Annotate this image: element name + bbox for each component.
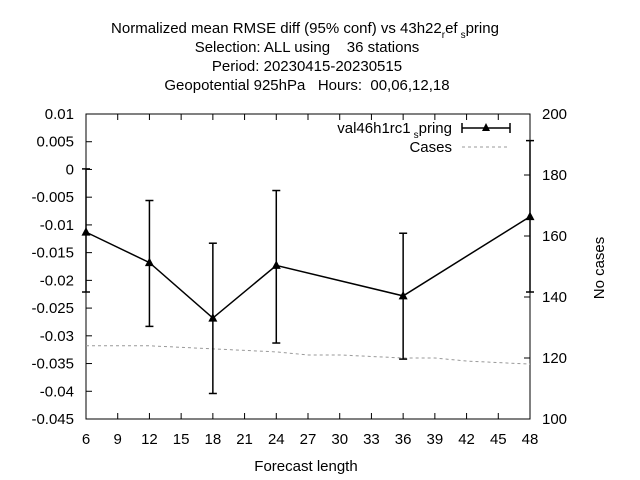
title-line-1: Normalized mean RMSE diff (95% conf) vs … [111, 20, 499, 41]
x-tick-label: 24 [268, 431, 285, 448]
x-tick-label: 15 [173, 431, 190, 448]
title-line-4: Geopotential 925hPa Hours: 00,06,12,18 [164, 77, 449, 94]
y-tick-label: -0.045 [31, 411, 74, 428]
x-tick-label: 36 [395, 431, 412, 448]
y2-tick-label: 160 [542, 228, 567, 245]
chart-title: Normalized mean RMSE diff (95% conf) vs … [111, 20, 499, 94]
y2-tick-label: 120 [542, 350, 567, 367]
x-tick-label: 33 [363, 431, 380, 448]
legend-label-val46h1rc1: val46h1rc1 spring [337, 120, 452, 141]
legend-label-cases: Cases [409, 139, 452, 156]
x-tick-label: 45 [490, 431, 507, 448]
data-point [81, 227, 91, 236]
y-tick-label: -0.01 [40, 217, 74, 234]
title-line-2: Selection: ALL using 36 stations [195, 39, 420, 56]
series-line [85, 215, 531, 320]
data-point [144, 257, 154, 267]
y2-axis-title: No cases [591, 237, 608, 300]
x-tick-label: 48 [522, 431, 539, 448]
y-axis-right: 200 180 160 140 120 100 [524, 106, 567, 428]
y-tick-label: -0.02 [40, 272, 74, 289]
y-tick-label: 0 [66, 161, 74, 178]
y2-tick-label: 200 [542, 106, 567, 123]
y2-tick-label: 180 [542, 167, 567, 184]
series-val46h1rc1 [81, 139, 535, 395]
x-tick-label: 42 [458, 431, 475, 448]
y-tick-label: -0.04 [40, 383, 74, 400]
x-tick-label: 27 [300, 431, 317, 448]
x-tick-label: 18 [205, 431, 222, 448]
x-tick-label: 6 [82, 431, 90, 448]
x-tick-label: 39 [427, 431, 444, 448]
x-tick-label: 9 [114, 431, 122, 448]
y-tick-label: 0.005 [36, 134, 74, 151]
data-point [525, 211, 535, 221]
title-line-3: Period: 20230415-20230515 [212, 58, 402, 75]
data-point [398, 290, 408, 300]
y-axis-left: 0.01 0.005 0 -0.005 -0.01 -0.015 -0.02 -0.025 -0… [31, 106, 92, 428]
x-tick-label: 30 [331, 431, 348, 448]
legend-symbol-val46h1rc1 [461, 123, 511, 133]
legend: val46h1rc1 spring Cases [337, 120, 511, 156]
y2-tick-label: 100 [542, 411, 567, 428]
data-point [208, 313, 218, 322]
y-tick-label: 0.01 [45, 106, 74, 123]
x-tick-label: 21 [236, 431, 253, 448]
x-axis-title: Forecast length [254, 458, 357, 475]
x-tick-label: 12 [141, 431, 158, 448]
cases-line [86, 345, 531, 365]
x-axis: 6 9 12 15 18 21 24 27 30 33 36 39 42 45 48 [82, 114, 539, 448]
series-cases [86, 345, 531, 365]
y-tick-label: -0.015 [31, 245, 74, 262]
data-point [271, 260, 281, 269]
plot-frame [85, 113, 531, 420]
y-tick-label: -0.03 [40, 328, 74, 345]
y-tick-label: -0.005 [31, 189, 74, 206]
y-tick-label: -0.035 [31, 356, 74, 373]
y-tick-label: -0.025 [31, 300, 74, 317]
y2-tick-label: 140 [542, 289, 567, 306]
